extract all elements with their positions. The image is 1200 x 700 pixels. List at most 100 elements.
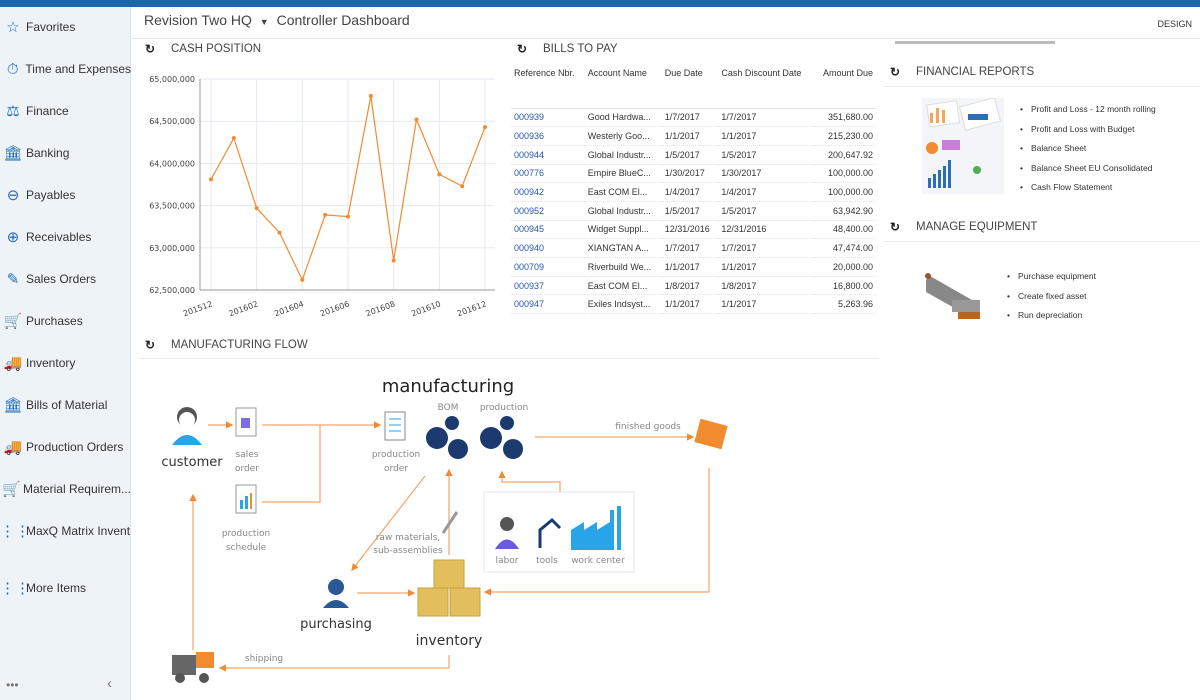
table-cell: 1/5/2017 bbox=[661, 201, 719, 221]
table-cell: 1/7/2017 bbox=[718, 238, 814, 258]
reference-link[interactable]: 000939 bbox=[511, 108, 585, 128]
table-cell: 16,800.00 bbox=[813, 276, 876, 296]
sidebar-item-label: Receivables bbox=[26, 230, 92, 244]
table-cell: 1/1/2017 bbox=[718, 294, 814, 315]
y-tick-label: 64,000,000 bbox=[149, 159, 195, 168]
table-cell: 1/1/2017 bbox=[718, 126, 814, 146]
table-row[interactable]: 000937 East COM El... 1/8/2017 1/8/2017 16,8… bbox=[511, 276, 876, 296]
table-row[interactable]: 000939 Good Hardwa... 1/7/2017 1/7/2017 351,… bbox=[511, 108, 876, 128]
refresh-icon[interactable]: ↻ bbox=[145, 42, 156, 56]
reference-link[interactable]: 000940 bbox=[511, 238, 585, 258]
table-cell: Good Hardwa... bbox=[584, 108, 662, 128]
production-order-label-2: order bbox=[384, 464, 408, 474]
column-header[interactable]: Cash Discount Date bbox=[718, 66, 814, 109]
reference-link[interactable]: 000776 bbox=[511, 164, 585, 184]
data-point bbox=[209, 177, 213, 182]
table-cell: 351,680.00 bbox=[813, 108, 876, 128]
sidebar-item-maxq-matrix-invent[interactable]: ⋮⋮ MaxQ Matrix Invent... bbox=[0, 516, 131, 546]
reference-link[interactable]: 000709 bbox=[511, 257, 585, 277]
reference-link[interactable]: 000944 bbox=[511, 145, 585, 165]
table-row[interactable]: 000944 Global Industr... 1/5/2017 1/5/2017 2… bbox=[511, 145, 876, 165]
raw-materials-label-2: sub-assemblies bbox=[373, 546, 443, 556]
sidebar-item-payables[interactable]: ⊖ Payables bbox=[0, 180, 131, 210]
company-selector[interactable]: Revision Two HQ bbox=[144, 12, 252, 28]
sidebar-item-more-items[interactable]: ⋮⋮ More Items bbox=[0, 573, 131, 603]
table-row[interactable]: 000936 Westerly Goo... 1/1/2017 1/1/2017 215… bbox=[511, 126, 876, 146]
y-tick-label: 63,500,000 bbox=[149, 202, 195, 211]
top-bar bbox=[0, 0, 1200, 7]
report-link[interactable]: Profit and Loss with Budget bbox=[1018, 124, 1156, 144]
grid-icon: ⋮⋮ bbox=[0, 523, 30, 540]
caret-down-icon[interactable]: ▼ bbox=[259, 17, 269, 27]
cash-position-chart: 62,500,000 63,000,000 63,500,000 64,000,000… bbox=[149, 75, 495, 318]
sidebar-item-label: More Items bbox=[26, 581, 87, 595]
table-row[interactable]: 000776 Empire BlueC... 1/30/2017 1/30/2017 1… bbox=[511, 164, 876, 184]
finished-goods-box-icon bbox=[694, 418, 728, 450]
sidebar-item-label: Favorites bbox=[26, 20, 76, 34]
table-cell: 1/7/2017 bbox=[661, 238, 719, 258]
table-row[interactable]: 000942 East COM El... 1/4/2017 1/4/2017 100,… bbox=[511, 182, 876, 202]
sidebar-item-material-requirem[interactable]: 🛒 Material Requirem... bbox=[0, 474, 131, 504]
sidebar-item-receivables[interactable]: ⊕ Receivables bbox=[0, 222, 131, 252]
manufacturing-flow-title: ↻ MANUFACTURING FLOW bbox=[145, 338, 308, 352]
customer-icon bbox=[172, 407, 202, 445]
sidebar-item-sales-orders[interactable]: ✎ Sales Orders bbox=[0, 264, 131, 294]
cart-icon: 🛒 bbox=[3, 313, 23, 330]
refresh-icon[interactable]: ↻ bbox=[890, 220, 901, 234]
production-order-label: production bbox=[372, 450, 420, 460]
sidebar-item-finance[interactable]: ⚖ Finance bbox=[0, 96, 131, 126]
column-header[interactable]: Account Name bbox=[584, 66, 662, 109]
reference-link[interactable]: 000937 bbox=[511, 276, 585, 296]
bank-icon: 🏛 bbox=[3, 145, 23, 162]
refresh-icon[interactable]: ↻ bbox=[890, 65, 901, 79]
scrollbar[interactable] bbox=[895, 41, 1055, 44]
reference-link[interactable]: 000947 bbox=[511, 294, 585, 315]
sidebar-item-bills-of-material[interactable]: 🏛 Bills of Material bbox=[0, 390, 131, 420]
column-header[interactable]: Due Date bbox=[661, 66, 719, 109]
manage-equipment-title: ↻ MANAGE EQUIPMENT bbox=[890, 220, 1037, 234]
sidebar-item-favorites[interactable]: ☆ Favorites bbox=[0, 12, 131, 42]
bills-title: ↻ BILLS TO PAY bbox=[517, 42, 618, 56]
sidebar-item-production-orders[interactable]: 🚚 Production Orders bbox=[0, 432, 131, 462]
data-point bbox=[346, 214, 350, 219]
screw-icon bbox=[441, 511, 459, 534]
truck-icon: 🚚 bbox=[3, 439, 23, 456]
sidebar-item-purchases[interactable]: 🛒 Purchases bbox=[0, 306, 131, 336]
equipment-action-link[interactable]: Purchase equipment bbox=[1005, 271, 1096, 291]
table-row[interactable]: 000709 Riverbuild We... 1/1/2017 1/1/2017 20… bbox=[511, 257, 876, 277]
design-button[interactable]: DESIGN bbox=[1157, 19, 1192, 29]
table-row[interactable]: 000940 XIANGTAN A... 1/7/2017 1/7/2017 47,47… bbox=[511, 238, 876, 258]
reference-link[interactable]: 000936 bbox=[511, 126, 585, 146]
report-link[interactable]: Balance Sheet bbox=[1018, 143, 1156, 163]
sidebar-item-inventory[interactable]: 🚚 Inventory bbox=[0, 348, 131, 378]
equipment-action-link[interactable]: Create fixed asset bbox=[1005, 291, 1096, 311]
column-header[interactable]: Reference Nbr. bbox=[511, 66, 585, 109]
refresh-icon[interactable]: ↻ bbox=[145, 338, 156, 352]
report-link[interactable]: Balance Sheet EU Consolidated bbox=[1018, 163, 1156, 183]
table-cell: 1/8/2017 bbox=[718, 276, 814, 296]
sidebar-item-time-and-expenses[interactable]: ⏱ Time and Expenses bbox=[0, 54, 131, 84]
table-row[interactable]: 000945 Widget Suppl... 12/31/2016 12/31/201… bbox=[511, 220, 876, 240]
reference-link[interactable]: 000952 bbox=[511, 201, 585, 221]
collapse-sidebar-icon[interactable]: ‹ bbox=[107, 675, 112, 692]
table-row[interactable]: 000952 Global Industr... 1/5/2017 1/5/2017 6… bbox=[511, 201, 876, 221]
star-icon: ☆ bbox=[6, 19, 20, 36]
data-point bbox=[414, 117, 419, 122]
equipment-action-link[interactable]: Run depreciation bbox=[1005, 310, 1096, 330]
data-point bbox=[437, 172, 442, 177]
report-link[interactable]: Profit and Loss - 12 month rolling bbox=[1018, 104, 1156, 124]
report-link[interactable]: Cash Flow Statement bbox=[1018, 182, 1156, 202]
delivery-truck-icon bbox=[172, 652, 214, 683]
reference-link[interactable]: 000942 bbox=[511, 182, 585, 202]
labor-label: labor bbox=[496, 556, 519, 566]
table-cell: 1/1/2017 bbox=[661, 126, 719, 146]
more-options-icon[interactable]: ••• bbox=[6, 678, 19, 692]
table-row[interactable]: 000947 Exiles Indsyst... 1/1/2017 1/1/2017 5… bbox=[511, 294, 876, 315]
column-header[interactable]: Amount Due bbox=[813, 66, 876, 109]
sidebar-item-banking[interactable]: 🏛 Banking bbox=[0, 138, 131, 168]
refresh-icon[interactable]: ↻ bbox=[517, 42, 528, 56]
purchasing-icon bbox=[323, 579, 349, 608]
customer-label: customer bbox=[161, 455, 223, 470]
reference-link[interactable]: 000945 bbox=[511, 220, 585, 240]
